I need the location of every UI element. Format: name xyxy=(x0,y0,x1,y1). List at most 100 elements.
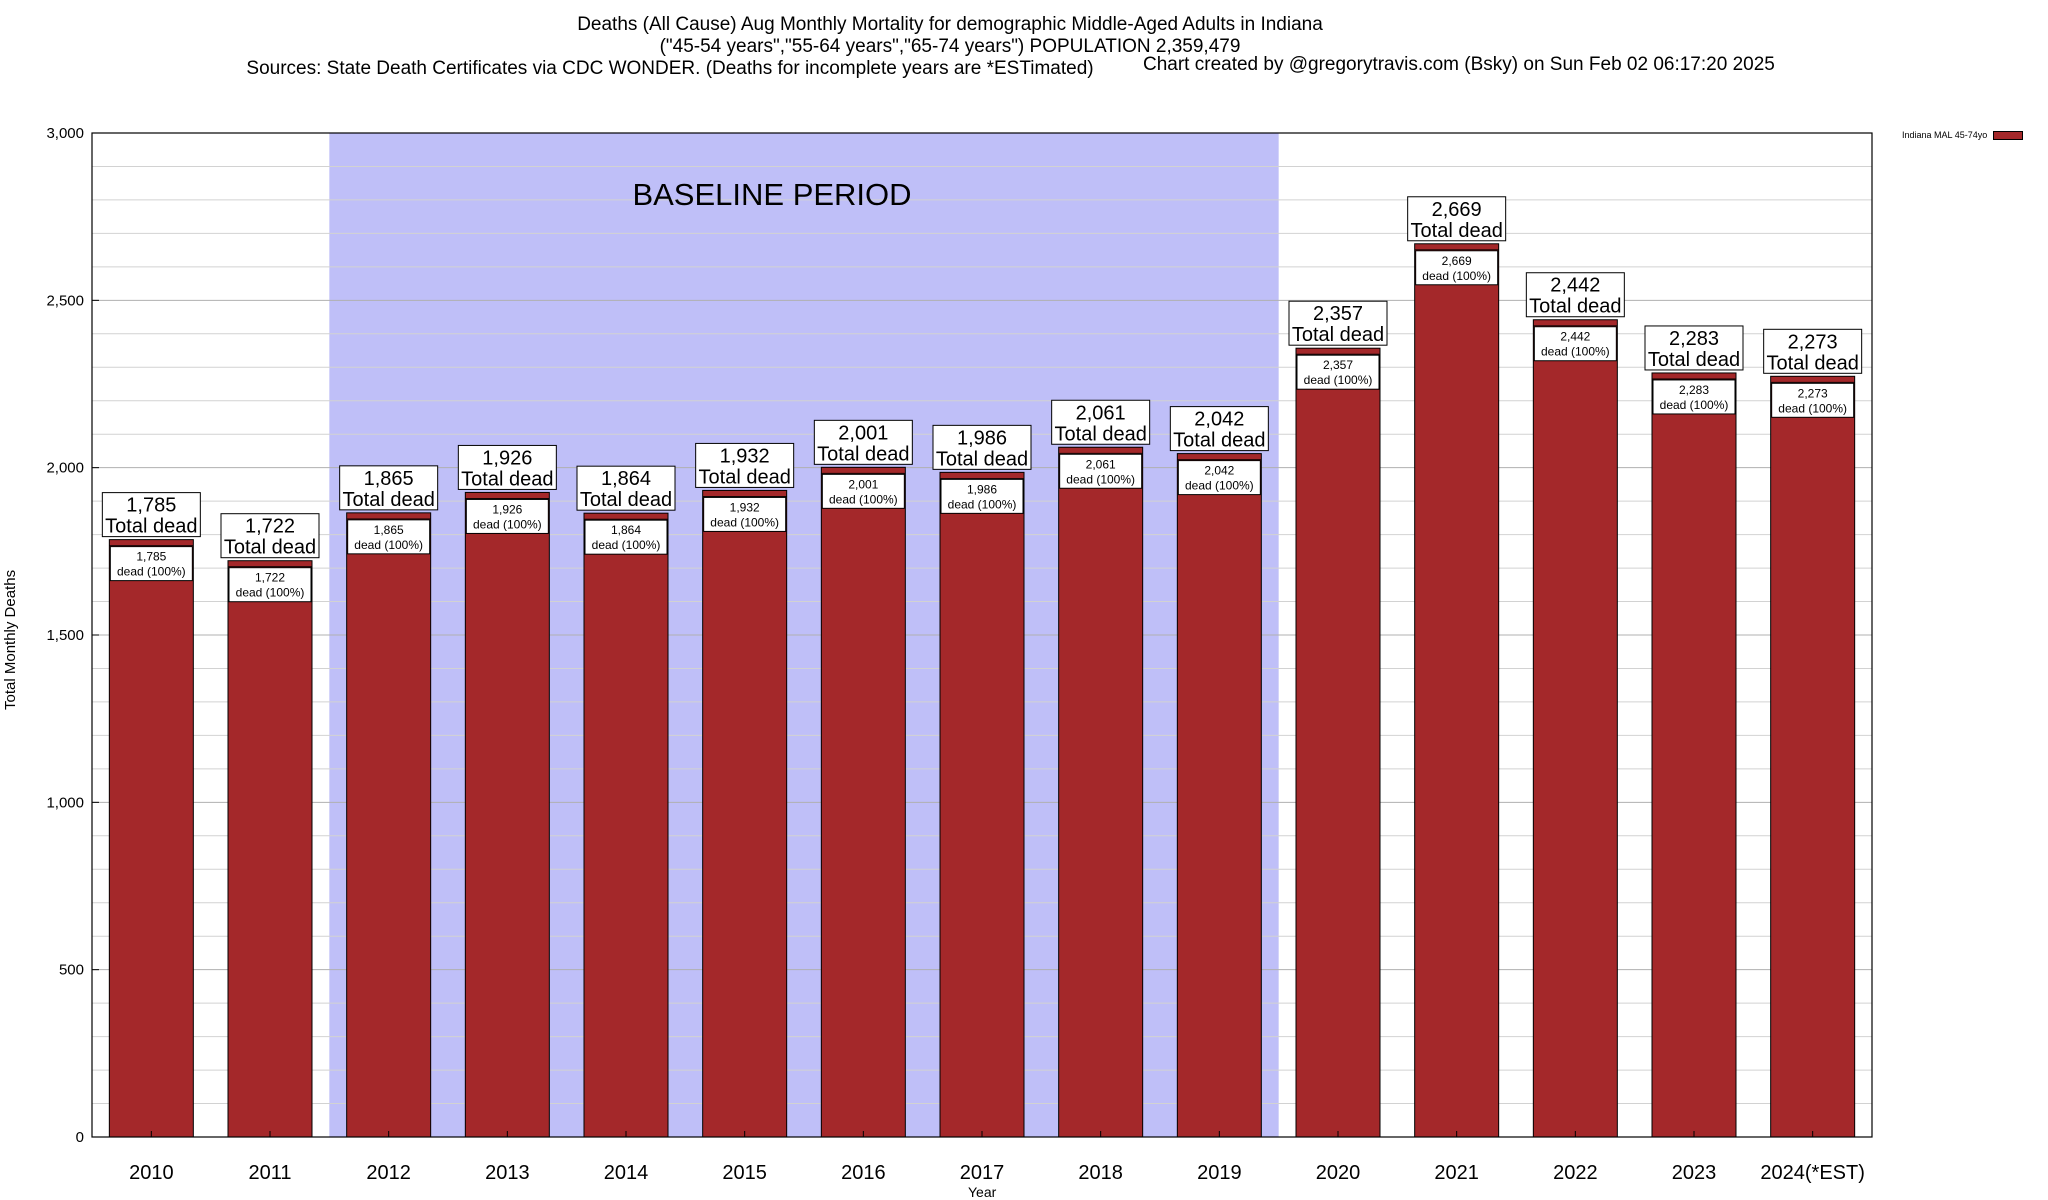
top-label-value: 2,042 xyxy=(1194,409,1244,431)
top-label-box xyxy=(1169,406,1269,452)
top-label-text: Total dead xyxy=(343,489,435,511)
title-line-3: Sources: State Death Certificates via CD… xyxy=(0,58,1900,80)
inner-label-box xyxy=(1771,382,1855,418)
inner-label-text: dead (100%) xyxy=(1660,398,1729,412)
inner-label-box xyxy=(228,567,312,603)
baseline-label: BASELINE PERIOD xyxy=(632,177,911,212)
inner-label-box xyxy=(1652,379,1736,415)
inner-label-text: dead (100%) xyxy=(1422,269,1491,283)
x-axis-label: Year xyxy=(968,1184,997,1200)
inner-label-text: dead (100%) xyxy=(592,538,661,552)
top-label-box xyxy=(1051,399,1151,445)
title-line-1: Deaths (All Cause) Aug Monthly Mortality… xyxy=(577,14,1323,35)
inner-label-box xyxy=(1296,354,1380,390)
top-label-text: Total dead xyxy=(1648,349,1740,371)
top-label-value: 1,926 xyxy=(482,447,532,469)
inner-label-value: 1,785 xyxy=(136,550,166,564)
inner-label-text: dead (100%) xyxy=(948,497,1017,511)
inner-label-box xyxy=(465,498,549,534)
top-label-box xyxy=(1288,300,1388,346)
y-tick-label: 3,000 xyxy=(46,125,84,142)
top-label-box xyxy=(1644,325,1744,371)
top-label-value: 2,273 xyxy=(1788,331,1838,353)
inner-label-box xyxy=(1059,453,1143,489)
legend: Indiana MAL 45-74yo xyxy=(1902,130,2024,140)
top-label-box xyxy=(457,444,557,490)
inner-label-box xyxy=(584,519,668,555)
top-label-text: Total dead xyxy=(817,443,909,465)
x-tick-label: 2023 xyxy=(1672,1162,1717,1184)
sources-text: Sources: State Death Certificates via CD… xyxy=(246,58,1094,79)
top-label-box xyxy=(576,465,676,511)
top-label-box xyxy=(1763,328,1863,374)
x-tick-label: 2016 xyxy=(841,1162,886,1184)
bar-2023 xyxy=(1651,372,1737,1138)
top-label-value: 1,722 xyxy=(245,516,295,538)
bar-2020 xyxy=(1295,347,1381,1138)
bar-2014 xyxy=(583,512,669,1138)
x-tick-label: 2014 xyxy=(604,1162,649,1184)
inner-label-value: 2,357 xyxy=(1323,358,1353,372)
inner-label-box xyxy=(703,496,787,532)
inner-label-value: 2,061 xyxy=(1086,457,1116,471)
chart-title: Deaths (All Cause) Aug Monthly Mortality… xyxy=(0,14,1900,80)
bar-2016 xyxy=(820,466,906,1138)
y-tick-label: 500 xyxy=(59,962,84,979)
top-label-value: 2,283 xyxy=(1669,328,1719,350)
y-tick-label: 2,000 xyxy=(46,460,84,477)
top-label-value: 2,001 xyxy=(838,422,888,444)
inner-label-value: 1,986 xyxy=(967,482,997,496)
inner-label-text: dead (100%) xyxy=(473,517,542,531)
top-label-value: 2,669 xyxy=(1432,199,1482,221)
bar-2024(*EST) xyxy=(1770,375,1856,1138)
inner-label-value: 1,926 xyxy=(492,502,522,516)
inner-label-value: 1,932 xyxy=(730,500,760,514)
inner-label-text: dead (100%) xyxy=(1778,401,1847,415)
inner-label-text: dead (100%) xyxy=(1066,472,1135,486)
top-label-value: 2,442 xyxy=(1550,275,1600,297)
bar-2015 xyxy=(702,489,788,1138)
top-label-text: Total dead xyxy=(1055,423,1147,445)
y-tick-label: 1,000 xyxy=(46,794,84,811)
inner-label-box xyxy=(821,473,905,509)
x-tick-label: 2012 xyxy=(366,1162,411,1184)
x-tick-label: 2022 xyxy=(1553,1162,1598,1184)
chart-credit: Chart created by @gregorytravis.com (Bsk… xyxy=(1143,54,1775,75)
legend-swatch xyxy=(1993,130,2024,140)
inner-label-value: 1,722 xyxy=(255,571,285,585)
top-label-text: Total dead xyxy=(1529,296,1621,318)
top-label-text: Total dead xyxy=(105,516,197,538)
top-label-box xyxy=(813,419,913,465)
x-tick-label: 2011 xyxy=(248,1162,291,1184)
top-label-box xyxy=(1525,272,1625,318)
bar-2018 xyxy=(1058,446,1144,1138)
bar-2011 xyxy=(227,560,313,1138)
inner-label-box xyxy=(1415,250,1499,286)
y-tick-label: 1,500 xyxy=(46,627,84,644)
top-label-value: 1,785 xyxy=(126,495,176,517)
top-label-box xyxy=(101,492,201,538)
x-tick-label: 2013 xyxy=(485,1162,530,1184)
top-label-box xyxy=(220,513,320,559)
inner-label-text: dead (100%) xyxy=(1185,479,1254,493)
top-label-text: Total dead xyxy=(1767,352,1859,374)
x-tick-label: 2020 xyxy=(1316,1162,1361,1184)
y-tick-label: 2,500 xyxy=(46,292,84,309)
inner-label-value: 2,001 xyxy=(848,477,878,491)
x-tick-label: 2018 xyxy=(1078,1162,1123,1184)
inner-label-text: dead (100%) xyxy=(1541,345,1610,359)
inner-label-value: 2,442 xyxy=(1560,330,1590,344)
top-label-value: 1,865 xyxy=(364,468,414,490)
inner-label-text: dead (100%) xyxy=(117,565,186,579)
top-label-value: 1,932 xyxy=(720,445,770,467)
inner-label-text: dead (100%) xyxy=(236,586,305,600)
bar-2017 xyxy=(939,471,1025,1138)
inner-label-text: dead (100%) xyxy=(354,538,423,552)
inner-label-box xyxy=(1177,460,1261,496)
bar-2012 xyxy=(346,512,432,1138)
x-tick-label: 2017 xyxy=(960,1162,1005,1184)
inner-label-value: 2,042 xyxy=(1204,464,1234,478)
inner-label-value: 1,865 xyxy=(374,523,404,537)
top-label-box xyxy=(932,424,1032,470)
